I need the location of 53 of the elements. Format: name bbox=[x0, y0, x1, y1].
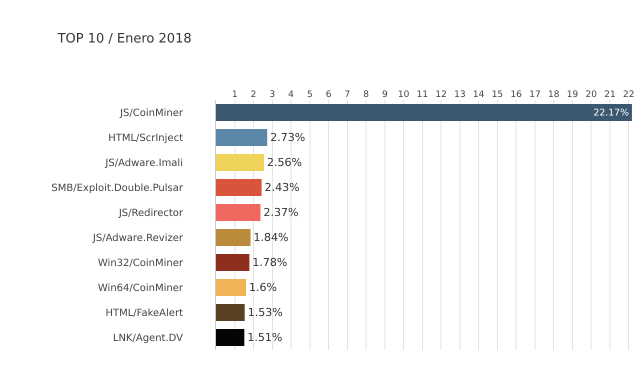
x-tick-label: 10 bbox=[398, 90, 410, 100]
data-label: 1.6% bbox=[249, 281, 277, 294]
bar bbox=[216, 179, 262, 196]
y-tick-label: HTML/ScrInject bbox=[108, 133, 184, 144]
chart-title: TOP 10 / Enero 2018 bbox=[56, 31, 192, 46]
data-label: 1.78% bbox=[252, 256, 288, 269]
x-tick-label: 22 bbox=[623, 90, 634, 100]
bar bbox=[216, 279, 246, 296]
x-tick-label: 12 bbox=[435, 90, 447, 100]
y-tick-label: JS/Redirector bbox=[118, 208, 184, 219]
bar bbox=[216, 129, 268, 146]
y-tick-label: JS/CoinMiner bbox=[119, 108, 184, 119]
bar bbox=[216, 254, 250, 271]
data-label: 2.37% bbox=[263, 206, 298, 219]
x-tick-label: 1 bbox=[232, 90, 238, 100]
y-tick-label: JS/Adware.Imali bbox=[104, 158, 183, 169]
y-tick-label: HTML/FakeAlert bbox=[105, 308, 184, 319]
x-tick-label: 5 bbox=[306, 90, 313, 100]
bar bbox=[216, 304, 245, 321]
x-tick-label: 11 bbox=[416, 90, 428, 100]
x-tick-label: 13 bbox=[454, 90, 466, 100]
x-tick-label: 16 bbox=[510, 90, 522, 100]
data-label: 2.56% bbox=[267, 156, 302, 169]
y-tick-label: Win32/CoinMiner bbox=[98, 258, 184, 269]
y-tick-label: JS/Adware.Revizer bbox=[92, 233, 184, 244]
y-tick-label: SMB/Exploit.Double.Pulsar bbox=[51, 183, 184, 194]
data-label: 22.17% bbox=[593, 107, 630, 118]
data-label: 1.51% bbox=[247, 331, 282, 344]
data-label: 1.53% bbox=[248, 306, 283, 319]
bar bbox=[216, 154, 264, 171]
y-tick-label: LNK/Agent.DV bbox=[112, 333, 184, 344]
x-tick-label: 17 bbox=[529, 90, 541, 100]
x-tick-label: 20 bbox=[585, 90, 598, 100]
x-tick-label: 21 bbox=[604, 90, 616, 100]
bar bbox=[216, 229, 251, 246]
x-tick-label: 7 bbox=[344, 90, 350, 100]
bar bbox=[216, 329, 244, 346]
x-tick-label: 3 bbox=[269, 90, 276, 100]
y-tick-label: Win64/CoinMiner bbox=[98, 283, 184, 294]
bar bbox=[216, 204, 260, 221]
x-tick-label: 6 bbox=[326, 90, 332, 100]
x-tick-label: 8 bbox=[363, 90, 370, 100]
x-tick-label: 2 bbox=[250, 90, 256, 100]
data-label: 2.73% bbox=[270, 131, 306, 144]
x-tick-label: 9 bbox=[382, 90, 388, 100]
x-tick-label: 14 bbox=[472, 90, 485, 100]
data-label: 1.84% bbox=[254, 231, 288, 244]
x-tick-label: 4 bbox=[288, 90, 294, 100]
x-tick-label: 19 bbox=[566, 90, 578, 100]
x-tick-label: 18 bbox=[548, 90, 560, 100]
x-tick-label: 15 bbox=[492, 90, 504, 100]
bar bbox=[216, 104, 632, 121]
data-label: 2.43% bbox=[264, 181, 300, 194]
